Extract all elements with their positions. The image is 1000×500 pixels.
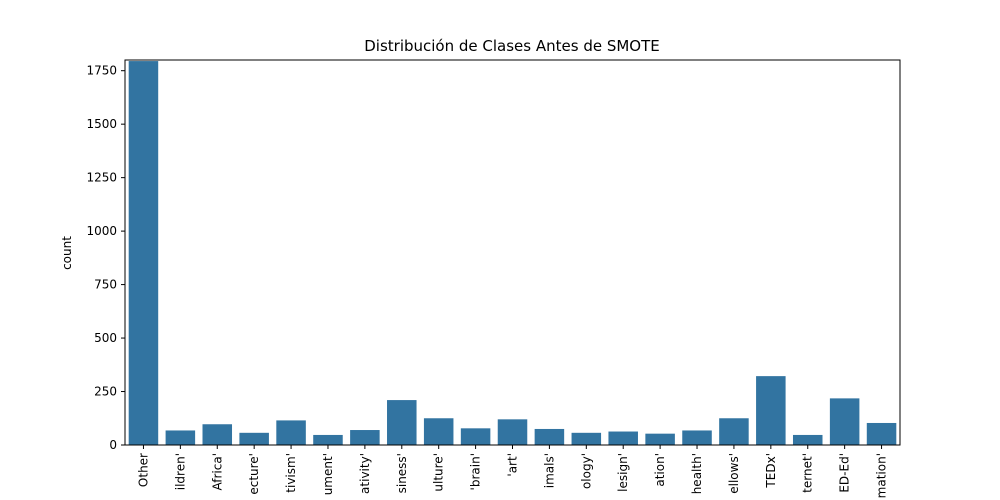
bar-6 xyxy=(350,430,380,445)
bar-14 xyxy=(645,433,675,445)
bars-group xyxy=(128,61,897,445)
y-tick-label-3: 750 xyxy=(94,278,117,292)
bar-11 xyxy=(534,428,565,445)
bar-17 xyxy=(756,376,786,445)
y-axis-label: count xyxy=(60,236,74,270)
bar-13 xyxy=(608,431,638,445)
bar-18 xyxy=(792,434,823,445)
bar-16 xyxy=(719,418,749,445)
x-tick-label-5: ument' xyxy=(321,453,335,495)
x-tick-label-10: 'art' xyxy=(506,453,520,477)
bar-3 xyxy=(239,432,269,445)
x-tick-label-1: ildren' xyxy=(173,453,187,490)
x-tick-label-15: health' xyxy=(690,453,704,494)
bar-0 xyxy=(128,61,159,445)
bar-10 xyxy=(497,419,528,445)
bar-1 xyxy=(165,430,196,445)
x-tick-label-11: imals' xyxy=(542,453,556,488)
x-tick-label-18: ternet' xyxy=(801,453,815,493)
y-tick-label-2: 500 xyxy=(94,331,117,345)
y-tick-label-6: 1500 xyxy=(86,117,117,131)
chart-title: Distribución de Clases Antes de SMOTE xyxy=(364,37,660,55)
x-tick-label-13: lesign' xyxy=(616,453,630,492)
y-tick-label-4: 1000 xyxy=(86,224,117,238)
x-tick-label-4: tivism' xyxy=(284,453,298,493)
bar-15 xyxy=(682,430,712,445)
x-tick-label-8: ulture' xyxy=(432,453,446,492)
x-tick-label-6: ativity' xyxy=(358,453,372,494)
bar-8 xyxy=(423,418,454,445)
y-tick-label-0: 0 xyxy=(109,438,117,452)
x-tick-label-19: ED-Ed' xyxy=(838,453,852,493)
bar-19 xyxy=(829,398,860,445)
bar-12 xyxy=(571,432,602,445)
x-tick-label-9: 'brain' xyxy=(469,453,483,490)
x-tick-label-20: mation' xyxy=(875,453,889,498)
y-tick-label-5: 1250 xyxy=(86,171,117,185)
y-tick-label-7: 1750 xyxy=(86,64,117,78)
y-tick-label-1: 250 xyxy=(94,385,117,399)
bar-4 xyxy=(276,420,306,445)
x-tick-label-3: ecture' xyxy=(247,453,261,495)
x-tick-label-16: ellows' xyxy=(727,453,741,494)
x-axis: Other ildren' Africa' ecture' tivism' ument' a… xyxy=(136,445,889,498)
x-tick-label-14: ation' xyxy=(653,453,667,487)
x-tick-label-7: siness' xyxy=(395,453,409,493)
x-tick-label-17: TEDx' xyxy=(764,453,778,489)
bar-20 xyxy=(866,422,897,445)
x-tick-label-12: ology' xyxy=(579,453,593,489)
plot-frame xyxy=(124,59,901,446)
bar-9 xyxy=(460,428,491,445)
x-tick-label-2: Africa' xyxy=(210,453,224,491)
bar-5 xyxy=(313,434,343,445)
bar-2 xyxy=(202,424,233,445)
x-tick-label-0: Other xyxy=(136,453,150,487)
bar-7 xyxy=(387,400,417,445)
y-axis: 0 250 500 750 1000 1250 1500 1750 xyxy=(86,64,125,452)
